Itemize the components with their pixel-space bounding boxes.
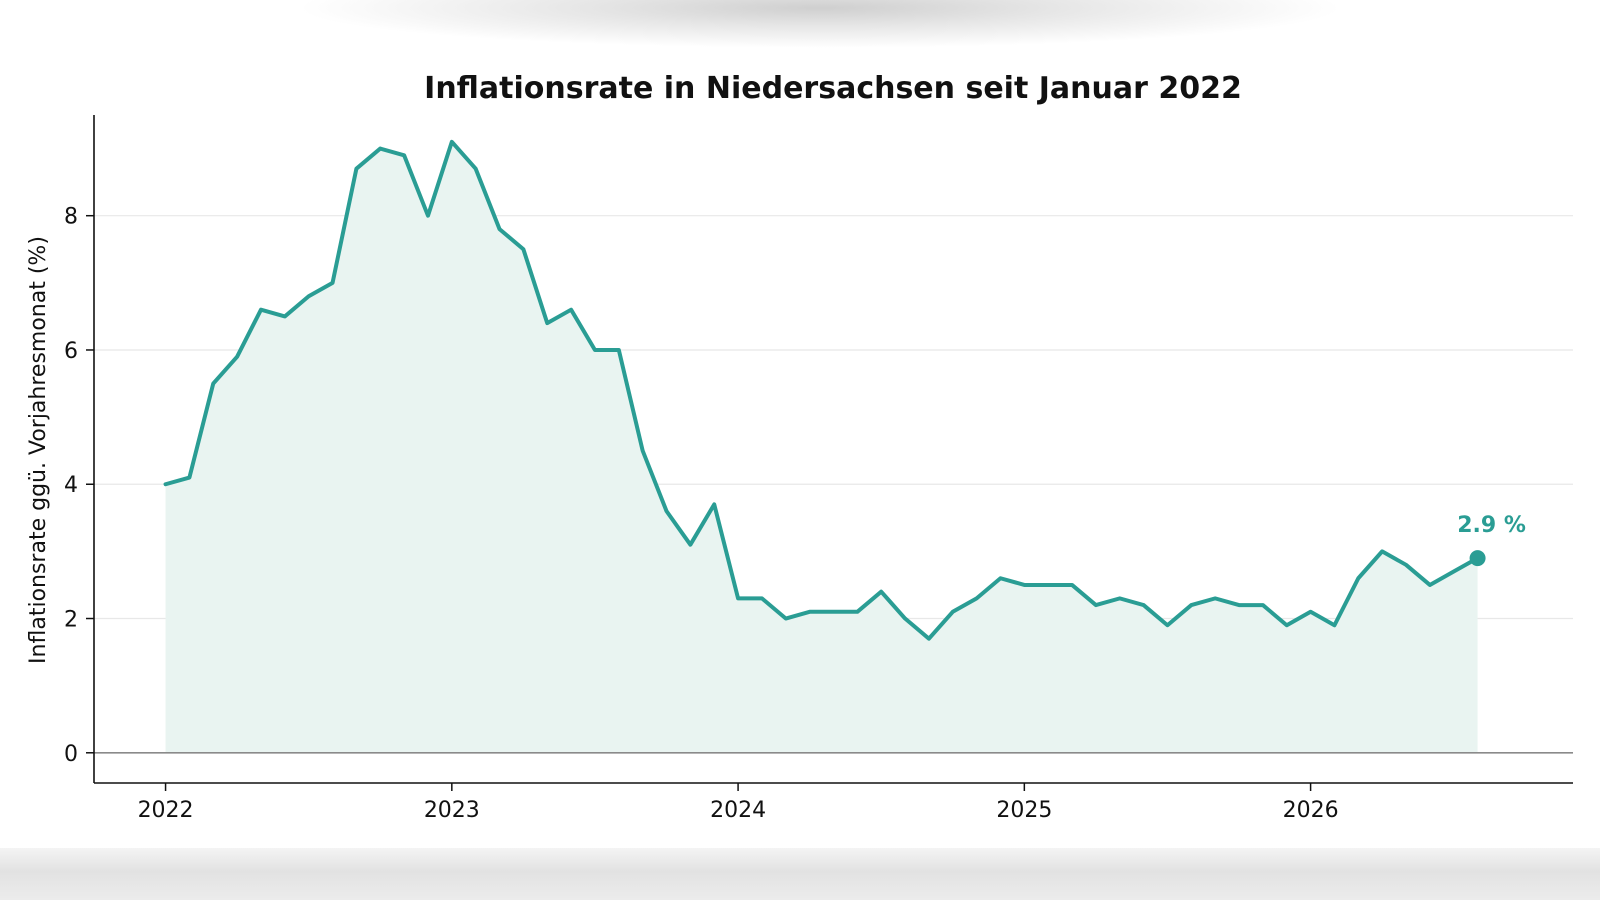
y-tick-label-8: 8 — [64, 205, 78, 230]
series-area-fill — [165, 141, 1478, 753]
x-tick-label-2026: 2026 — [1283, 798, 1339, 823]
y-tick-label-2: 2 — [64, 608, 78, 633]
y-tick-label-6: 6 — [64, 339, 78, 364]
tick-labels: 0 2 4 6 8 2022 2023 2024 2025 2026 — [64, 205, 1339, 823]
y-tick-label-0: 0 — [64, 742, 78, 767]
area-fill-layer — [94, 141, 1573, 754]
x-tick-label-2023: 2023 — [424, 798, 480, 823]
axes — [93, 115, 1573, 784]
x-tick-label-2025: 2025 — [996, 798, 1052, 823]
y-tick-label-4: 4 — [64, 473, 78, 498]
series-line — [163, 139, 1480, 641]
last-value-label: 2.9 % — [1457, 513, 1526, 538]
x-tick-label-2022: 2022 — [138, 798, 194, 823]
chart-title: Inflationsrate in Niedersachsen seit Jan… — [424, 71, 1242, 106]
x-tick-label-2024: 2024 — [710, 798, 766, 823]
annotation-layer: 2.9 % — [1457, 513, 1526, 567]
y-axis-label: Inflationsrate ggü. Vorjahresmonat (%) — [26, 236, 51, 664]
series-line-layer — [163, 139, 1480, 641]
last-value-marker — [1469, 550, 1486, 567]
